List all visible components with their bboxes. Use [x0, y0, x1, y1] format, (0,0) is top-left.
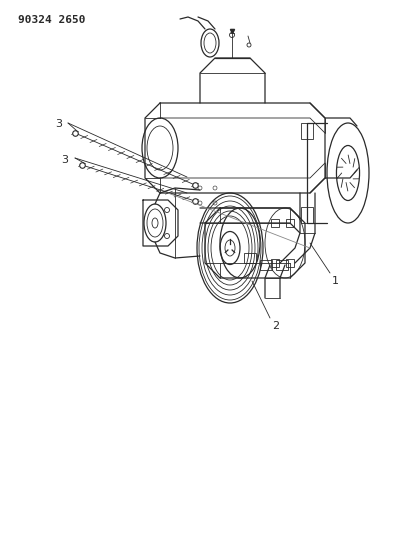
Text: 3: 3	[55, 119, 62, 129]
Text: 3: 3	[61, 155, 68, 165]
Text: 1: 1	[332, 276, 339, 286]
Text: 2: 2	[272, 321, 279, 331]
Text: 90324 2650: 90324 2650	[18, 15, 86, 25]
